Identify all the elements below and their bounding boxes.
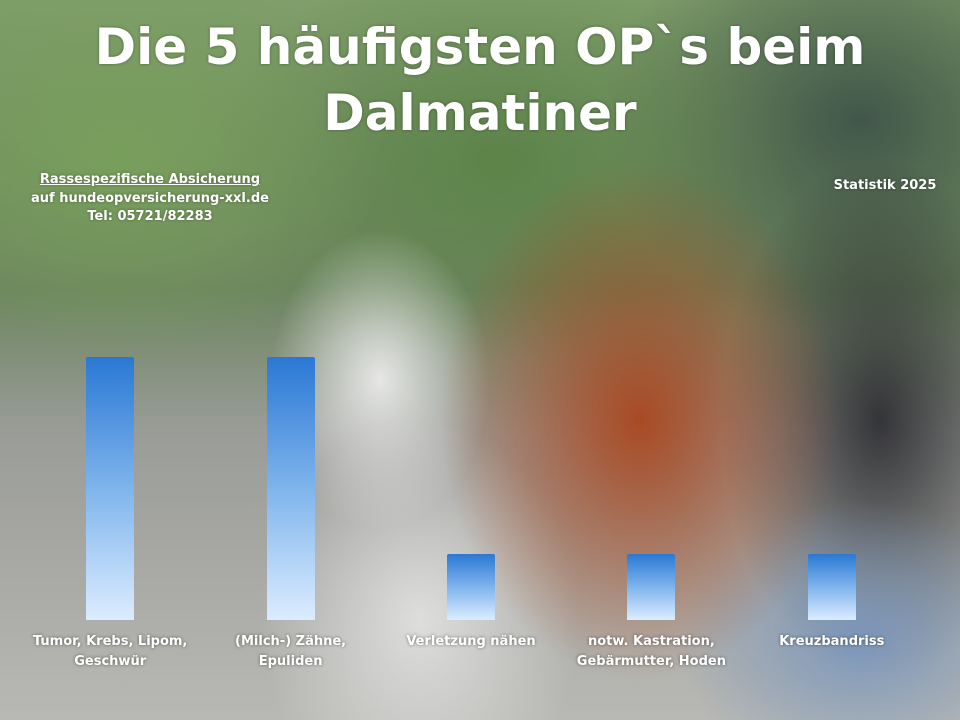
- annotation: Rassespezifische Absicherung: [39, 172, 261, 187]
- x-tick-label: Kreuzbandriss: [779, 634, 885, 649]
- annotation: auf hundeopversicherung-xxl.de: [31, 191, 269, 206]
- bar: [266, 357, 315, 620]
- bar: [807, 554, 856, 620]
- x-tick-label: Verletzung nähen: [406, 634, 536, 649]
- bar: [447, 554, 495, 620]
- bar: [627, 554, 676, 620]
- annotation: Statistik 2025: [833, 178, 937, 193]
- x-tick-label: (Milch-) Zähne, Epuliden: [235, 634, 347, 669]
- chart-title: Die 5 häufigsten OP`s beim Dalmatiner: [94, 18, 866, 142]
- x-tick-label: notw. Kastration, Gebärmutter, Hoden: [576, 634, 726, 669]
- bar: [86, 357, 135, 620]
- annotation: Tel: 05721/82283: [87, 209, 213, 224]
- x-tick-label: Tumor, Krebs, Lipom, Geschwür: [32, 634, 188, 669]
